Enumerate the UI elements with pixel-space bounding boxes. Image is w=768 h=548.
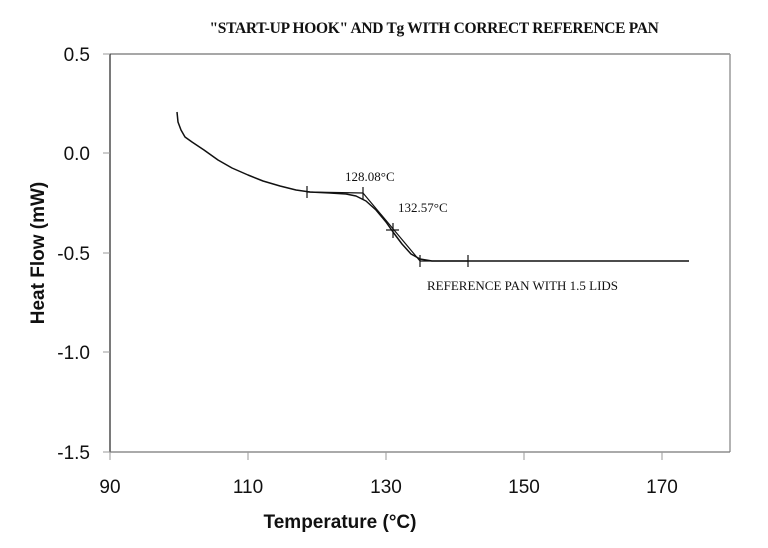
x-tick-label: 130 <box>370 477 402 498</box>
y-tick-label: -1.0 <box>57 343 90 364</box>
midpoint-label: 132.57°C <box>398 200 448 215</box>
heat-flow-curve <box>176 111 689 262</box>
x-tick-label: 170 <box>646 477 678 498</box>
curve-markers <box>306 186 469 267</box>
curve-label: REFERENCE PAN WITH 1.5 LIDS <box>427 278 618 293</box>
tangent-lines <box>306 191 468 262</box>
chart-title: "START-UP HOOK" AND Tg WITH CORRECT REFE… <box>209 20 659 37</box>
x-tick-labels: 90 110 130 150 170 <box>99 477 677 498</box>
y-axis <box>103 53 110 453</box>
y-tick-label: 0.5 <box>64 45 90 66</box>
plot-frame <box>109 53 731 453</box>
x-axis-title: Temperature (°C) <box>264 512 417 533</box>
x-tick-label: 110 <box>233 477 263 498</box>
x-axis <box>109 452 663 460</box>
y-axis-title: Heat Flow (mW) <box>28 182 49 325</box>
y-tick-label: -0.5 <box>57 244 90 265</box>
y-tick-labels: 0.5 0.0 -0.5 -1.0 -1.5 <box>57 45 90 464</box>
x-tick-label: 150 <box>508 477 540 498</box>
y-tick-label: 0.0 <box>64 144 90 165</box>
x-tick-label: 90 <box>99 477 120 498</box>
y-tick-label: -1.5 <box>57 443 90 464</box>
onset-label: 128.08°C <box>345 169 395 184</box>
